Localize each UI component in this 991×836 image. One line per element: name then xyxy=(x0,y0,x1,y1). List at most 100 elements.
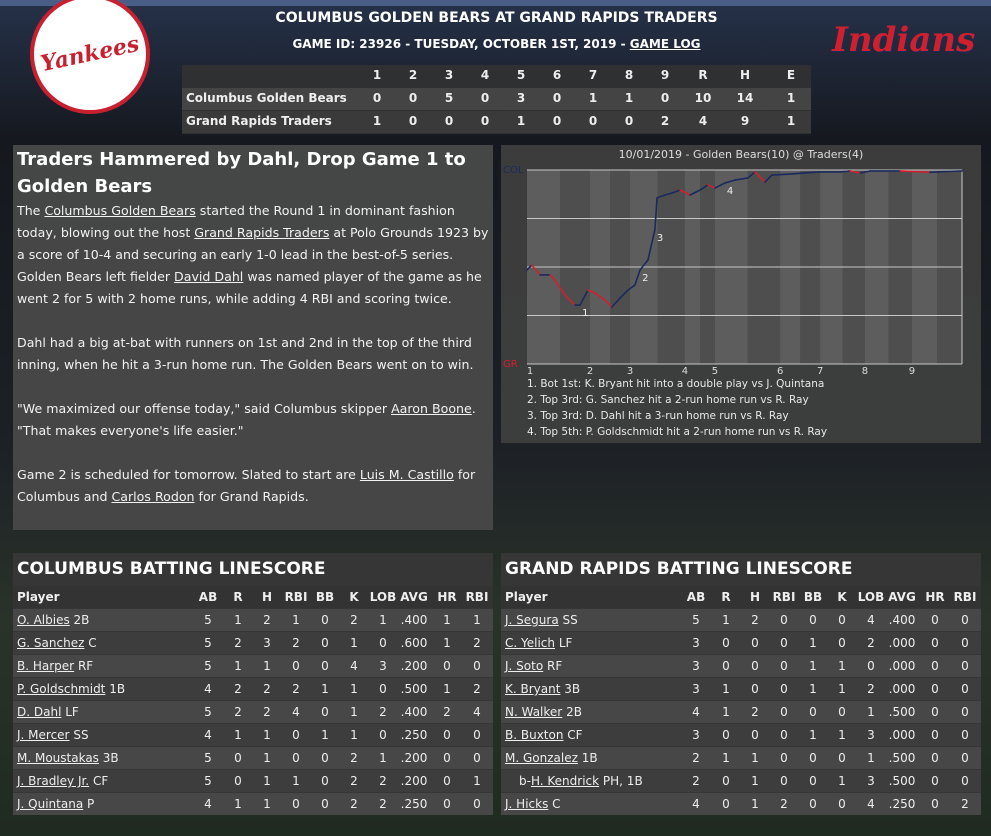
win-probability-segment xyxy=(627,284,636,291)
player-row xyxy=(13,793,493,815)
stat-value: 2 xyxy=(292,682,300,696)
player-name[interactable]: M. Gonzalez xyxy=(505,751,578,765)
story-text: . "That makes everyone's life easier." xyxy=(17,401,476,438)
stat-value: 1 xyxy=(722,682,730,696)
stat-value: 0 xyxy=(321,659,329,673)
story-text: Game 2 is scheduled for tomorrow. Slated… xyxy=(17,467,360,482)
player-name[interactable]: O. Albies xyxy=(17,613,70,627)
player-name[interactable]: J. Quintana xyxy=(17,797,84,811)
stat-value: 0 xyxy=(780,728,788,742)
player-name[interactable]: J. Mercer xyxy=(17,728,70,742)
player-row xyxy=(13,747,493,769)
story-link[interactable]: David Dahl xyxy=(174,269,244,284)
stat-value: .250 xyxy=(400,728,428,742)
player-name[interactable]: M. Moustakas xyxy=(17,751,99,765)
stat-value: 1 xyxy=(350,705,358,719)
stat-value: 3 xyxy=(692,682,700,696)
player-name[interactable]: B. Buxton xyxy=(505,728,564,742)
stat-value: .000 xyxy=(888,728,916,742)
stat-value: 1 xyxy=(263,774,271,788)
player-position: PH, 1B xyxy=(602,774,643,788)
column-header: AB xyxy=(686,590,706,604)
linescore-header: 9 xyxy=(660,68,670,82)
stat-value: 1 xyxy=(234,659,242,673)
stat-value: 1 xyxy=(379,751,387,765)
player-name[interactable]: N. Walker xyxy=(505,705,563,719)
win-probability-segment xyxy=(530,264,541,276)
story-link[interactable]: Luis M. Castillo xyxy=(359,467,454,482)
linescore-header: R xyxy=(698,68,708,82)
stat-value: 0 xyxy=(838,636,846,650)
linescore-header: 5 xyxy=(516,68,526,82)
player-name[interactable]: P. Goldschmidt xyxy=(17,682,106,696)
stat-value: 2 xyxy=(292,636,300,650)
player-row xyxy=(501,770,981,792)
player-name[interactable]: G. Sanchez xyxy=(17,636,85,650)
player-cell: J. Quintana P xyxy=(17,797,94,811)
player-row xyxy=(501,678,981,700)
win-probability-segment xyxy=(549,274,556,281)
stat-value: 4 xyxy=(867,613,875,627)
x-tick-label: 9 xyxy=(909,366,915,377)
stat-value: 0 xyxy=(780,613,788,627)
stat-value: .000 xyxy=(888,682,916,696)
stat-value: 2 xyxy=(350,613,358,627)
stat-value: 5 xyxy=(204,659,212,673)
header-row xyxy=(13,586,493,608)
x-tick-label: 2 xyxy=(587,366,593,377)
stat-value: 0 xyxy=(780,636,788,650)
story-link[interactable]: Columbus Golden Bears xyxy=(44,203,196,218)
linescore-value: 0 xyxy=(408,114,418,128)
header-subtitle: GAME ID: 23926 - TUESDAY, OCTOBER 1ST, 2… xyxy=(182,37,811,51)
stat-value: 3 xyxy=(263,636,271,650)
win-probability-segment xyxy=(587,289,596,294)
win-probability-segment xyxy=(804,171,821,174)
player-cell: N. Walker 2B xyxy=(505,705,582,719)
stat-value: 1 xyxy=(722,751,730,765)
player-name[interactable]: K. Bryant xyxy=(505,682,561,696)
stat-value: 0 xyxy=(443,774,451,788)
away-logo-text: Yankees xyxy=(38,30,142,78)
stat-value: 0 xyxy=(931,797,939,811)
story-link[interactable]: Carlos Rodon xyxy=(111,489,195,504)
stat-value: 2 xyxy=(350,774,358,788)
player-row xyxy=(13,632,493,654)
story-link[interactable]: Aaron Boone xyxy=(391,401,472,416)
player-name[interactable]: C. Yelich xyxy=(505,636,555,650)
stat-value: 1 xyxy=(321,728,329,742)
stat-value: 1 xyxy=(292,613,300,627)
player-position: P xyxy=(87,797,95,811)
stat-value: 1 xyxy=(234,797,242,811)
story-link[interactable]: Grand Rapids Traders xyxy=(194,225,330,240)
player-name[interactable]: J. Bradley Jr. xyxy=(17,774,90,788)
stat-value: 1 xyxy=(443,613,451,627)
column-header: LOB xyxy=(369,590,397,604)
batting-title: COLUMBUS BATTING LINESCORE xyxy=(17,559,326,579)
stat-value: 0 xyxy=(321,774,329,788)
player-name[interactable]: J. Soto xyxy=(505,659,544,673)
player-row xyxy=(13,770,493,792)
player-name[interactable]: H. Kendrick xyxy=(530,774,600,788)
stat-value: .500 xyxy=(888,751,916,765)
game-log-link[interactable]: GAME LOG xyxy=(629,37,701,51)
story-text: for Columbus and xyxy=(17,467,476,504)
linescore-header: H xyxy=(739,68,751,82)
linescore-value: 1 xyxy=(624,91,634,105)
player-position: SS xyxy=(73,728,89,742)
player-name[interactable]: J. Segura xyxy=(505,613,559,627)
linescore-value: 1 xyxy=(786,114,796,128)
player-cell: M. Moustakas 3B xyxy=(17,751,119,765)
stat-value: 0 xyxy=(931,636,939,650)
stat-value: 2 xyxy=(234,705,242,719)
stat-value: 4 xyxy=(692,705,700,719)
player-cell: b-H. Kendrick PH, 1B xyxy=(519,774,643,788)
player-name[interactable]: B. Harper xyxy=(17,659,75,673)
stat-value: 0 xyxy=(838,613,846,627)
stat-value: 3 xyxy=(692,728,700,742)
player-name[interactable]: J. Hicks xyxy=(505,797,549,811)
player-name[interactable]: D. Dahl xyxy=(17,705,62,719)
player-cell: M. Gonzalez 1B xyxy=(505,751,598,765)
stat-value: 0 xyxy=(473,659,481,673)
story-text: "We maximized our offense today," said C… xyxy=(17,401,392,416)
story-paragraph: Dahl had a big at-bat with runners on 1s… xyxy=(17,332,489,376)
